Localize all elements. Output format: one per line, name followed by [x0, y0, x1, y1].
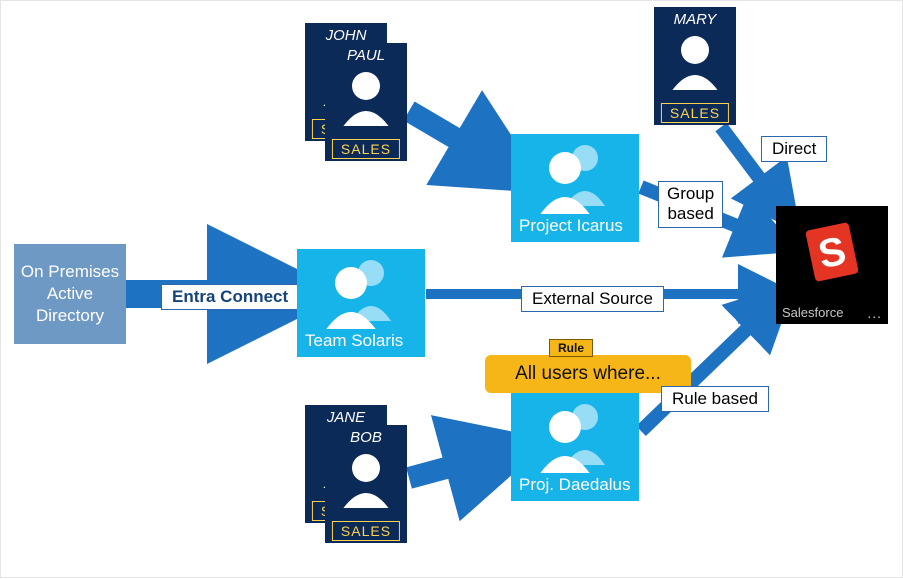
group-icon: [511, 134, 639, 214]
external-source-label: External Source: [521, 286, 664, 312]
salesforce-more: ...: [867, 305, 882, 321]
sales-badge: SALES: [332, 521, 400, 541]
sales-badge: SALES: [661, 103, 729, 123]
salesforce-icon: S: [776, 206, 888, 301]
onprem-line1: On Premises: [21, 261, 119, 283]
group-label: Team Solaris: [305, 331, 403, 351]
onprem-line3: Directory: [21, 305, 119, 327]
rule-tab: Rule: [549, 339, 593, 357]
direct-text: Direct: [772, 139, 816, 158]
group-based-label: Group based: [658, 181, 723, 228]
group-icon: [511, 393, 639, 473]
group-label: Proj. Daedalus: [519, 475, 631, 495]
onprem-ad-box: On Premises Active Directory: [14, 244, 126, 344]
user-card-mary: MARY SALES: [654, 7, 736, 125]
direct-label: Direct: [761, 136, 827, 162]
group-based-l1: Group: [667, 184, 714, 204]
salesforce-tile: S Salesforce ...: [776, 206, 888, 324]
user-name: JANE: [305, 405, 387, 426]
sales-badge: SALES: [332, 139, 400, 159]
user-name: JOHN: [305, 23, 387, 44]
group-based-l2: based: [667, 204, 714, 224]
group-icon: [297, 249, 425, 329]
group-label: Project Icarus: [519, 216, 623, 236]
user-card-paul: PAUL SALES: [325, 43, 407, 161]
rule-tab-text: Rule: [558, 341, 584, 355]
rule-based-text: Rule based: [672, 389, 758, 408]
group-team-solaris: Team Solaris: [297, 249, 425, 357]
group-project-icarus: Project Icarus: [511, 134, 639, 242]
external-source-text: External Source: [532, 289, 653, 308]
user-card-bob: BOB SALES: [325, 425, 407, 543]
user-name: PAUL: [325, 43, 407, 64]
rule-based-label: Rule based: [661, 386, 769, 412]
entra-connect-label: Entra Connect: [161, 284, 299, 310]
user-icon: [325, 66, 407, 126]
user-icon: [325, 448, 407, 508]
group-proj-daedalus: Proj. Daedalus: [511, 393, 639, 501]
salesforce-label: Salesforce: [782, 305, 843, 320]
rule-banner-text: All users where...: [515, 363, 661, 385]
entra-connect-text: Entra Connect: [172, 287, 288, 306]
arrows-layer: [1, 1, 903, 579]
onprem-line2: Active: [21, 283, 119, 305]
user-icon: [654, 30, 736, 90]
user-name: BOB: [325, 425, 407, 446]
user-name: MARY: [654, 7, 736, 28]
